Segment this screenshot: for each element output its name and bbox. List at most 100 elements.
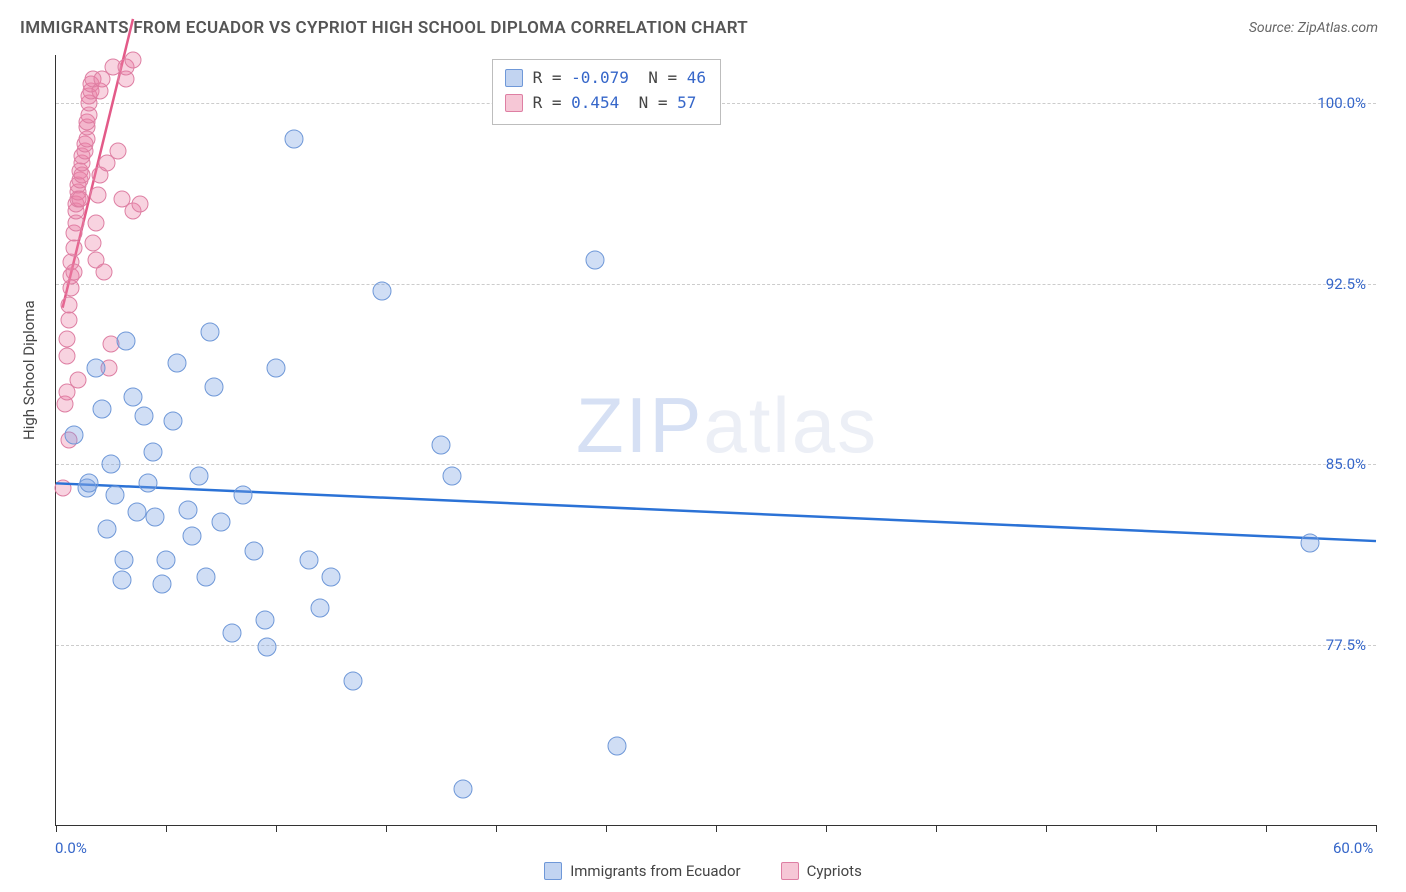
stats-swatch-cypriots: [505, 94, 523, 112]
stats-text-cypriots: R = 0.454 N = 57: [533, 91, 697, 116]
data-point-ecuador: [143, 443, 162, 462]
data-point-ecuador: [117, 332, 136, 351]
data-point-ecuador: [234, 486, 253, 505]
legend-swatch-ecuador: [544, 862, 562, 880]
x-tick: [826, 825, 827, 832]
data-point-ecuador: [454, 779, 473, 798]
data-point-cypriots: [70, 371, 87, 388]
data-point-cypriots: [72, 191, 89, 208]
data-point-ecuador: [139, 474, 158, 493]
data-point-ecuador: [163, 411, 182, 430]
legend-label-ecuador: Immigrants from Ecuador: [570, 862, 740, 880]
stats-box: R = -0.079 N = 46R = 0.454 N = 57: [492, 59, 721, 125]
gridline: [56, 284, 1376, 285]
trend-line-cypriots: [56, 55, 1376, 825]
x-tick: [1046, 825, 1047, 832]
chart-title: IMMIGRANTS FROM ECUADOR VS CYPRIOT HIGH …: [20, 18, 748, 38]
x-tick: [1376, 825, 1377, 832]
x-tick: [56, 825, 57, 832]
data-point-ecuador: [135, 406, 154, 425]
legend-label-cypriots: Cypriots: [807, 862, 862, 880]
data-point-ecuador: [102, 455, 121, 474]
legend-bottom: Immigrants from Ecuador Cypriots: [0, 862, 1406, 880]
data-point-cypriots: [109, 143, 126, 160]
data-point-ecuador: [115, 551, 134, 570]
data-point-cypriots: [65, 263, 82, 280]
data-point-cypriots: [54, 480, 71, 497]
data-point-cypriots: [125, 51, 142, 68]
data-point-ecuador: [168, 354, 187, 373]
data-point-ecuador: [86, 358, 105, 377]
data-point-ecuador: [212, 512, 231, 531]
y-axis-label: High School Diploma: [20, 300, 38, 440]
data-point-ecuador: [97, 520, 116, 539]
data-point-cypriots: [87, 215, 104, 232]
data-point-ecuador: [300, 551, 319, 570]
data-point-ecuador: [205, 378, 224, 397]
data-point-ecuador: [1301, 534, 1320, 553]
watermark-bold: ZIP: [576, 381, 703, 469]
x-min-label: 0.0%: [55, 839, 87, 857]
x-tick: [496, 825, 497, 832]
x-tick: [1266, 825, 1267, 832]
data-point-ecuador: [245, 541, 264, 560]
data-point-ecuador: [372, 281, 391, 300]
watermark-thin: atlas: [703, 381, 878, 469]
y-tick-label: 100.0%: [1317, 94, 1366, 112]
data-point-ecuador: [157, 551, 176, 570]
x-tick: [1156, 825, 1157, 832]
data-point-ecuador: [128, 503, 147, 522]
gridline: [56, 645, 1376, 646]
x-tick: [166, 825, 167, 832]
watermark: ZIPatlas: [576, 380, 878, 471]
data-point-ecuador: [311, 599, 330, 618]
source-label: Source: ZipAtlas.com: [1249, 20, 1378, 36]
data-point-ecuador: [64, 426, 83, 445]
data-point-ecuador: [443, 467, 462, 486]
x-tick: [276, 825, 277, 832]
data-point-ecuador: [80, 474, 99, 493]
data-point-ecuador: [267, 358, 286, 377]
x-max-label: 60.0%: [1333, 839, 1373, 857]
data-point-cypriots: [131, 196, 148, 213]
data-point-cypriots: [96, 263, 113, 280]
data-point-ecuador: [223, 623, 242, 642]
data-point-ecuador: [608, 736, 627, 755]
scatter-plot: ZIPatlas 77.5%85.0%92.5%100.0%R = -0.079…: [55, 55, 1376, 826]
data-point-ecuador: [113, 570, 132, 589]
stats-row-ecuador: R = -0.079 N = 46: [505, 66, 706, 91]
y-tick-label: 92.5%: [1326, 275, 1366, 293]
data-point-cypriots: [59, 347, 76, 364]
x-tick: [936, 825, 937, 832]
data-point-ecuador: [124, 387, 143, 406]
data-point-ecuador: [322, 568, 341, 587]
data-point-ecuador: [344, 671, 363, 690]
data-point-ecuador: [183, 527, 202, 546]
gridline: [56, 464, 1376, 465]
legend-swatch-cypriots: [781, 862, 799, 880]
data-point-ecuador: [258, 637, 277, 656]
stats-row-cypriots: R = 0.454 N = 57: [505, 91, 706, 116]
data-point-cypriots: [85, 234, 102, 251]
data-point-ecuador: [93, 399, 112, 418]
data-point-ecuador: [152, 575, 171, 594]
data-point-ecuador: [146, 508, 165, 527]
legend-item-cypriots: Cypriots: [781, 862, 862, 880]
stats-swatch-ecuador: [505, 69, 523, 87]
data-point-ecuador: [256, 611, 275, 630]
x-tick: [386, 825, 387, 832]
data-point-ecuador: [586, 250, 605, 269]
data-point-cypriots: [61, 297, 78, 314]
data-point-ecuador: [196, 568, 215, 587]
data-point-ecuador: [106, 486, 125, 505]
data-point-ecuador: [190, 467, 209, 486]
data-point-cypriots: [59, 330, 76, 347]
y-tick-label: 85.0%: [1326, 455, 1366, 473]
stats-text-ecuador: R = -0.079 N = 46: [533, 66, 706, 91]
data-point-ecuador: [284, 130, 303, 149]
trend-line-ecuador: [56, 55, 1376, 825]
x-tick: [606, 825, 607, 832]
data-point-ecuador: [432, 435, 451, 454]
data-point-cypriots: [89, 186, 106, 203]
data-point-ecuador: [201, 322, 220, 341]
